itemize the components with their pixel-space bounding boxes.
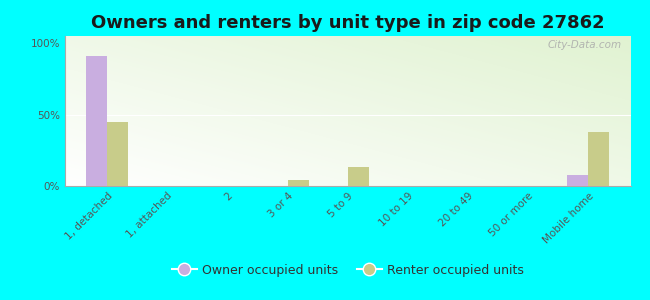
Bar [588, 132, 610, 186]
Bar [287, 180, 309, 186]
Legend: Owner occupied units, Renter occupied units: Owner occupied units, Renter occupied un… [167, 259, 528, 282]
Title: Owners and renters by unit type in zip code 27862: Owners and renters by unit type in zip c… [91, 14, 604, 32]
Bar [107, 122, 128, 186]
Bar [86, 56, 107, 186]
Bar [348, 167, 369, 186]
Bar [567, 175, 588, 186]
Text: City-Data.com: City-Data.com [548, 40, 622, 50]
